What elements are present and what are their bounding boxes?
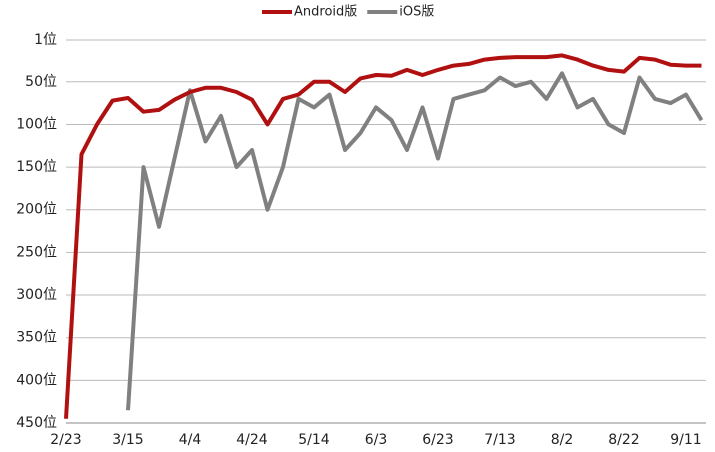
x-tick-label: 4/4 — [179, 432, 202, 448]
y-tick-label: 50位 — [25, 74, 57, 90]
y-tick-label: 150位 — [16, 159, 57, 175]
x-tick-label: 3/15 — [112, 432, 143, 448]
legend: Android版 iOS版 — [262, 5, 434, 20]
y-tick-label: 1位 — [34, 32, 57, 48]
x-tick-label: 6/23 — [422, 432, 453, 448]
legend-label: Android版 — [294, 5, 357, 20]
series-line — [126, 71, 704, 411]
series-line — [64, 53, 702, 419]
y-tick-label: 250位 — [16, 244, 57, 260]
x-tick-label: 7/13 — [484, 432, 515, 448]
x-tick-label: 6/3 — [365, 432, 388, 448]
x-tick-label: 9/11 — [670, 432, 701, 448]
y-tick-label: 450位 — [16, 415, 57, 431]
x-tick-label: 8/2 — [551, 432, 574, 448]
x-tick-label: 8/22 — [608, 432, 639, 448]
y-tick-label: 300位 — [16, 287, 57, 303]
y-tick-label: 350位 — [16, 330, 57, 346]
x-tick-label: 2/23 — [50, 432, 81, 448]
x-tick-label: 4/24 — [236, 432, 268, 448]
y-tick-label: 100位 — [16, 116, 57, 132]
y-tick-label: 200位 — [16, 202, 57, 218]
x-tick-label: 5/14 — [298, 432, 330, 448]
legend-label: iOS版 — [399, 5, 434, 20]
y-tick-label: 400位 — [16, 372, 57, 388]
